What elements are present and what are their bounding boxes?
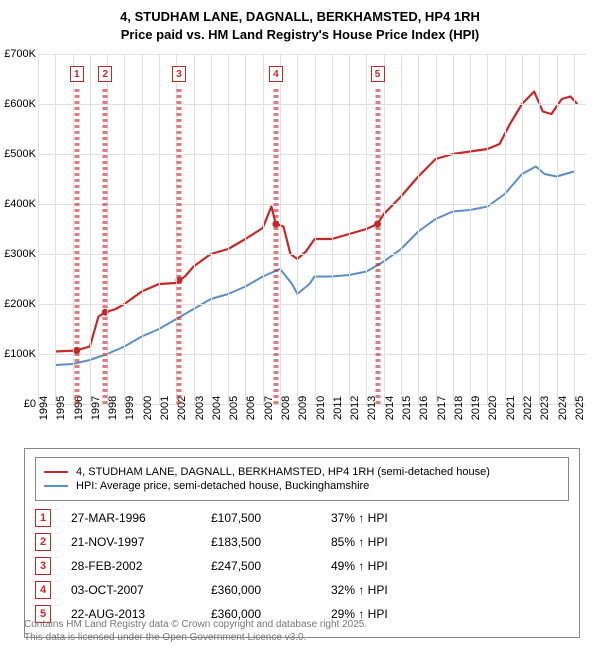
tx-date: 28-FEB-2002 [71, 559, 211, 573]
transaction-table: 1 27-MAR-1996£107,50037% ↑ HPI 2 21-NOV-199… [35, 509, 569, 623]
x-gridline [487, 54, 488, 404]
transaction-marker: 1 [70, 66, 84, 82]
y-tick-label: £400K [0, 198, 36, 210]
transaction-marker: 3 [172, 66, 186, 82]
tx-pct: 85% ↑ HPI [331, 535, 388, 549]
x-gridline [124, 54, 125, 404]
tx-date: 27-MAR-1996 [71, 511, 211, 525]
transaction-bar [103, 88, 108, 404]
x-gridline [453, 54, 454, 404]
y-tick-label: £700K [0, 48, 36, 60]
x-gridline [263, 54, 264, 404]
transaction-bar [273, 88, 278, 404]
x-gridline [245, 54, 246, 404]
x-gridline [505, 54, 506, 404]
x-gridline [436, 54, 437, 404]
tx-pct: 32% ↑ HPI [331, 583, 388, 597]
tx-date: 03-OCT-2007 [71, 583, 211, 597]
table-row: 2 21-NOV-1997£183,50085% ↑ HPI [35, 533, 569, 551]
legend-swatch-hpi [44, 485, 68, 487]
page: 4, STUDHAM LANE, DAGNALL, BERKHAMSTED, H… [0, 0, 600, 650]
y-tick-label: £0 [0, 398, 36, 410]
tx-date: 21-NOV-1997 [71, 535, 211, 549]
y-tick-label: £500K [0, 148, 36, 160]
price-chart: £0£100K£200K£300K£400K£500K£600K£700K199… [38, 54, 586, 404]
y-tick-label: £300K [0, 248, 36, 260]
x-gridline [194, 54, 195, 404]
footer-line-1: Contains HM Land Registry data © Crown c… [24, 618, 580, 631]
series-line-paid [55, 92, 577, 352]
legend-and-table: 4, STUDHAM LANE, DAGNALL, BERKHAMSTED, H… [24, 448, 580, 638]
transaction-marker: 5 [371, 66, 385, 82]
x-gridline [418, 54, 419, 404]
table-row: 4 03-OCT-2007£360,00032% ↑ HPI [35, 581, 569, 599]
transaction-marker: 2 [98, 66, 112, 82]
x-gridline [384, 54, 385, 404]
x-tick-label: 2025 [574, 396, 600, 420]
y-tick-label: £600K [0, 98, 36, 110]
legend-label-hpi: HPI: Average price, semi-detached house,… [76, 480, 369, 492]
tx-price: £247,500 [211, 559, 331, 573]
transaction-marker: 4 [269, 66, 283, 82]
tx-price: £183,500 [211, 535, 331, 549]
x-gridline [159, 54, 160, 404]
x-gridline [228, 54, 229, 404]
legend-row-hpi: HPI: Average price, semi-detached house,… [44, 480, 560, 492]
tx-pct: 49% ↑ HPI [331, 559, 388, 573]
legend: 4, STUDHAM LANE, DAGNALL, BERKHAMSTED, H… [35, 457, 569, 501]
title-block: 4, STUDHAM LANE, DAGNALL, BERKHAMSTED, H… [0, 0, 600, 49]
legend-label-paid: 4, STUDHAM LANE, DAGNALL, BERKHAMSTED, H… [76, 466, 490, 478]
y-tick-label: £100K [0, 348, 36, 360]
tx-badge: 3 [35, 557, 51, 575]
tx-badge: 1 [35, 509, 51, 527]
x-gridline [557, 54, 558, 404]
title-line-1: 4, STUDHAM LANE, DAGNALL, BERKHAMSTED, H… [10, 8, 590, 26]
x-gridline [332, 54, 333, 404]
x-gridline [522, 54, 523, 404]
x-gridline [142, 54, 143, 404]
tx-price: £107,500 [211, 511, 331, 525]
legend-row-paid: 4, STUDHAM LANE, DAGNALL, BERKHAMSTED, H… [44, 466, 560, 478]
x-gridline [211, 54, 212, 404]
tx-pct: 37% ↑ HPI [331, 511, 388, 525]
table-row: 1 27-MAR-1996£107,50037% ↑ HPI [35, 509, 569, 527]
x-gridline [38, 54, 39, 404]
x-gridline [366, 54, 367, 404]
legend-swatch-paid [44, 471, 68, 473]
title-line-2: Price paid vs. HM Land Registry's House … [10, 26, 590, 44]
transaction-bar [177, 88, 182, 404]
table-row: 3 28-FEB-2002£247,50049% ↑ HPI [35, 557, 569, 575]
x-gridline [297, 54, 298, 404]
x-gridline [539, 54, 540, 404]
x-gridline [280, 54, 281, 404]
x-gridline [90, 54, 91, 404]
tx-price: £360,000 [211, 583, 331, 597]
footer-line-2: This data is licensed under the Open Gov… [24, 631, 580, 644]
x-gridline [315, 54, 316, 404]
x-gridline [574, 54, 575, 404]
transaction-bar [74, 88, 79, 404]
footer: Contains HM Land Registry data © Crown c… [24, 618, 580, 644]
x-gridline [470, 54, 471, 404]
x-gridline [401, 54, 402, 404]
transaction-bar [375, 88, 380, 404]
x-gridline [349, 54, 350, 404]
tx-badge: 2 [35, 533, 51, 551]
tx-badge: 4 [35, 581, 51, 599]
x-gridline [55, 54, 56, 404]
y-tick-label: £200K [0, 298, 36, 310]
